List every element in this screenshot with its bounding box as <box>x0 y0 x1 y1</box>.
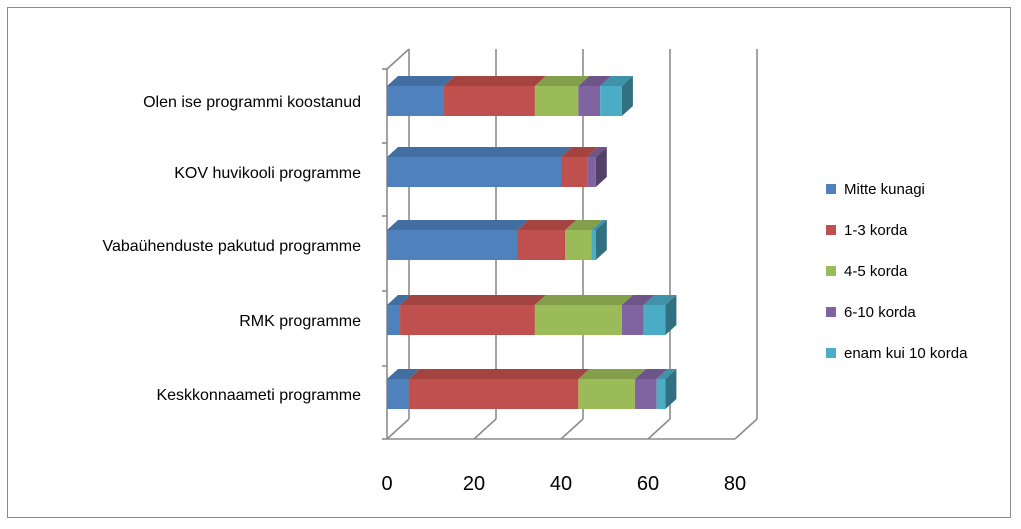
bar-2-1-front <box>517 230 566 260</box>
bar-4-1-front <box>408 379 579 409</box>
bar-3-2-top <box>534 295 633 305</box>
bar-3-4-side <box>665 295 677 335</box>
bar-0-3-front <box>578 86 601 116</box>
bar-4-2-front <box>578 379 635 409</box>
bar-4-1-top <box>408 369 590 379</box>
bar-2-4-front <box>591 230 596 260</box>
bar-4-0-top <box>387 369 420 379</box>
bar-0-4-side <box>621 76 633 116</box>
x-tick-label-40: 40 <box>550 473 572 495</box>
bar-4-3-top <box>634 369 668 379</box>
floor-line-20 <box>473 418 497 440</box>
bar-3-3-top <box>621 295 655 305</box>
bar-3-0-top <box>387 295 412 305</box>
bar-0-0-top <box>387 76 455 86</box>
bar-4-3-front <box>634 379 657 409</box>
bar-0-2-front <box>534 86 579 116</box>
legend-label-1: 1-3 korda <box>844 222 908 239</box>
floor-line-0 <box>386 418 410 440</box>
legend-swatch-3 <box>826 307 836 317</box>
legend-swatch-4 <box>826 348 836 358</box>
x-tick-label-0: 0 <box>381 473 392 495</box>
bar-0-4-front <box>600 86 622 116</box>
bar-3-2-front <box>534 305 622 335</box>
legend-label-0: Mitte kunagi <box>844 181 925 198</box>
legend-swatch-1 <box>826 225 836 235</box>
bar-2-2-top <box>565 220 603 230</box>
bar-4-4-side <box>665 369 677 409</box>
x-tick-label-60: 60 <box>637 473 659 495</box>
bar-3-0-front <box>387 305 401 335</box>
x-tick-label-20: 20 <box>463 473 485 495</box>
category-label-2: Vabaühenduste pakutud programme <box>102 238 361 255</box>
bar-3-4-top <box>643 295 677 305</box>
bar-0-1-top <box>443 76 546 86</box>
legend-swatch-0 <box>826 184 836 194</box>
bar-1-1-front <box>561 157 588 187</box>
bar-4-0-front <box>387 379 409 409</box>
bar-4-2-top <box>578 369 646 379</box>
floor-line-80 <box>734 418 758 440</box>
bar-4-4-top <box>656 369 677 379</box>
x-tick-label-80: 80 <box>724 473 746 495</box>
bar-0-4-top <box>600 76 633 86</box>
bar-0-2-top <box>534 76 590 86</box>
bar-0-0-front <box>387 86 444 116</box>
legend-swatch-2 <box>826 266 836 276</box>
category-label-3: RMK programme <box>239 313 361 330</box>
bar-1-0-front <box>387 157 561 187</box>
bar-2-0-front <box>387 230 518 260</box>
bar-0-1-front <box>443 86 535 116</box>
bar-3-1-top <box>400 295 546 305</box>
bar-2-4-top <box>591 220 607 230</box>
category-label-0: Olen ise programmi koostanud <box>143 94 361 111</box>
legend: Mitte kunagi 1-3 korda 4-5 korda 6-10 korda… <box>826 181 968 362</box>
legend-label-3: 6-10 korda <box>844 304 916 321</box>
bar-2-2-front <box>565 230 592 260</box>
category-label-1: KOV huvikooli programme <box>174 165 361 182</box>
bar-2-4-side <box>595 220 607 260</box>
bar-1-3-side <box>595 147 607 187</box>
floor-line-60 <box>647 418 671 440</box>
legend-label-2: 4-5 korda <box>844 263 908 280</box>
bar-3-1-front <box>400 305 535 335</box>
floor-line-40 <box>560 418 584 440</box>
bar-1-1-top <box>561 147 599 157</box>
category-label-4: Keskkonnaameti programme <box>156 387 361 404</box>
bar-1-3-top <box>587 147 607 157</box>
bars <box>387 76 677 409</box>
bar-2-0-top <box>387 220 529 230</box>
bar-1-0-top <box>387 147 572 157</box>
bar-2-1-top <box>517 220 577 230</box>
top-depth-line <box>386 48 410 70</box>
bar-4-4-front <box>656 379 666 409</box>
legend-label-4: enam kui 10 korda <box>844 345 968 362</box>
category-labels: Olen ise programmi koostanud KOV huvikool… <box>102 94 361 404</box>
x-tick-labels: 0 20 40 60 80 <box>381 473 746 495</box>
bar-0-3-top <box>578 76 612 86</box>
bar-1-3-front <box>587 157 596 187</box>
bar-3-3-front <box>621 305 644 335</box>
bar-3-4-front <box>643 305 666 335</box>
